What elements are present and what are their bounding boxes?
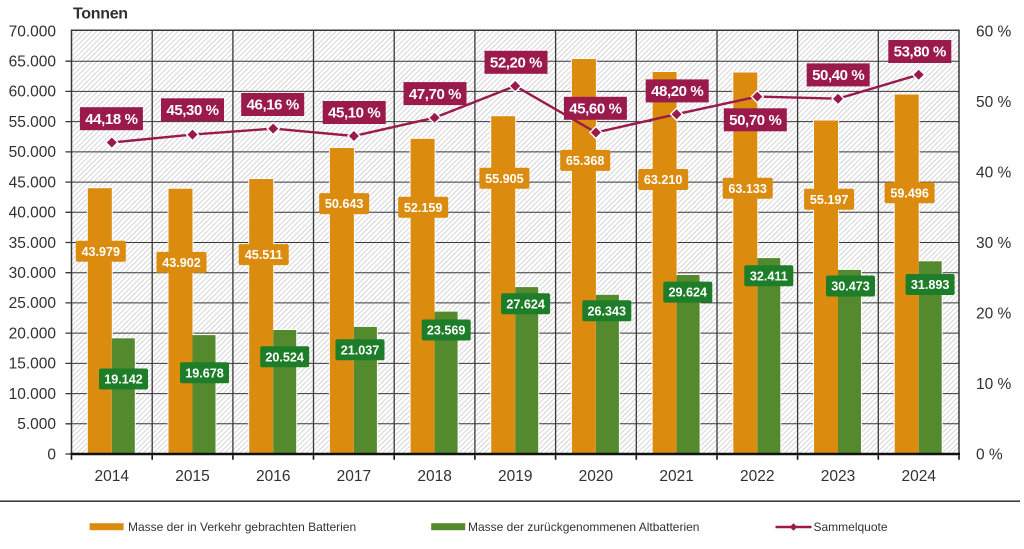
svg-text:55.000: 55.000 <box>9 114 57 131</box>
svg-text:63.210: 63.210 <box>644 173 683 187</box>
svg-text:10.000: 10.000 <box>9 386 57 403</box>
svg-text:0 %: 0 % <box>976 446 1003 463</box>
svg-text:30.000: 30.000 <box>9 265 57 282</box>
svg-text:20 %: 20 % <box>976 305 1012 322</box>
svg-text:40 %: 40 % <box>976 164 1012 181</box>
svg-text:29.624: 29.624 <box>669 286 708 300</box>
svg-text:2015: 2015 <box>175 468 209 485</box>
svg-text:2023: 2023 <box>821 468 855 485</box>
svg-text:43.902: 43.902 <box>162 256 201 270</box>
svg-text:2016: 2016 <box>256 468 290 485</box>
svg-text:45.511: 45.511 <box>245 248 283 262</box>
svg-text:44,18 %: 44,18 % <box>85 111 137 128</box>
svg-text:30.473: 30.473 <box>831 280 870 294</box>
svg-text:21.037: 21.037 <box>341 343 380 357</box>
svg-text:70.000: 70.000 <box>9 23 57 40</box>
svg-text:Masse der zurückgenommenen Alt: Masse der zurückgenommenen Altbatterien <box>468 520 699 534</box>
svg-text:45.000: 45.000 <box>9 174 57 191</box>
svg-text:Tonnen: Tonnen <box>73 6 128 23</box>
svg-text:45,10 %: 45,10 % <box>328 105 380 122</box>
svg-text:2020: 2020 <box>579 468 614 485</box>
svg-text:Sammelquote: Sammelquote <box>814 520 888 534</box>
svg-text:59.496: 59.496 <box>890 186 929 200</box>
svg-text:48,20 %: 48,20 % <box>651 83 703 100</box>
svg-text:23.569: 23.569 <box>427 324 466 338</box>
svg-text:45,60 %: 45,60 % <box>569 101 621 118</box>
svg-text:52.159: 52.159 <box>404 201 443 215</box>
svg-text:2014: 2014 <box>95 468 130 485</box>
svg-text:19.678: 19.678 <box>185 366 224 380</box>
svg-text:26.343: 26.343 <box>588 304 627 318</box>
svg-text:46,16 %: 46,16 % <box>247 97 299 114</box>
svg-text:50 %: 50 % <box>976 94 1012 111</box>
svg-text:15.000: 15.000 <box>9 356 57 373</box>
svg-text:60 %: 60 % <box>976 23 1012 40</box>
svg-text:45,30 %: 45,30 % <box>166 102 218 119</box>
svg-text:55.905: 55.905 <box>485 172 524 186</box>
svg-text:55.197: 55.197 <box>810 193 849 207</box>
svg-text:35.000: 35.000 <box>9 235 57 252</box>
svg-text:52,20 %: 52,20 % <box>490 55 542 72</box>
svg-text:32.411: 32.411 <box>750 269 788 283</box>
svg-text:63.133: 63.133 <box>728 182 767 196</box>
svg-text:2021: 2021 <box>659 468 693 485</box>
svg-text:50.000: 50.000 <box>9 144 57 161</box>
svg-text:65.000: 65.000 <box>9 54 57 71</box>
svg-text:31.893: 31.893 <box>911 278 950 292</box>
svg-text:53,80 %: 53,80 % <box>894 44 946 61</box>
svg-text:47,70 %: 47,70 % <box>409 86 461 103</box>
svg-text:50,40 %: 50,40 % <box>812 67 864 84</box>
svg-text:43.979: 43.979 <box>82 245 121 259</box>
svg-text:10 %: 10 % <box>976 376 1012 393</box>
svg-text:Masse der in Verkehr gebrachte: Masse der in Verkehr gebrachten Batterie… <box>128 520 356 534</box>
svg-text:2018: 2018 <box>417 468 451 485</box>
svg-text:19.142: 19.142 <box>104 373 143 387</box>
svg-text:50,70 %: 50,70 % <box>729 112 781 129</box>
svg-text:20.524: 20.524 <box>265 350 304 364</box>
svg-text:40.000: 40.000 <box>9 205 57 222</box>
svg-text:50.643: 50.643 <box>325 197 364 211</box>
svg-text:25.000: 25.000 <box>9 295 57 312</box>
svg-text:2019: 2019 <box>498 468 532 485</box>
svg-text:5.000: 5.000 <box>17 416 56 433</box>
svg-text:60.000: 60.000 <box>9 84 57 101</box>
svg-text:2017: 2017 <box>337 468 371 485</box>
svg-text:65.368: 65.368 <box>566 154 605 168</box>
svg-text:2024: 2024 <box>901 468 936 485</box>
svg-text:2022: 2022 <box>740 468 774 485</box>
svg-text:20.000: 20.000 <box>9 325 57 342</box>
svg-text:27.624: 27.624 <box>506 297 545 311</box>
svg-text:30 %: 30 % <box>976 235 1012 252</box>
svg-text:0: 0 <box>47 446 56 463</box>
